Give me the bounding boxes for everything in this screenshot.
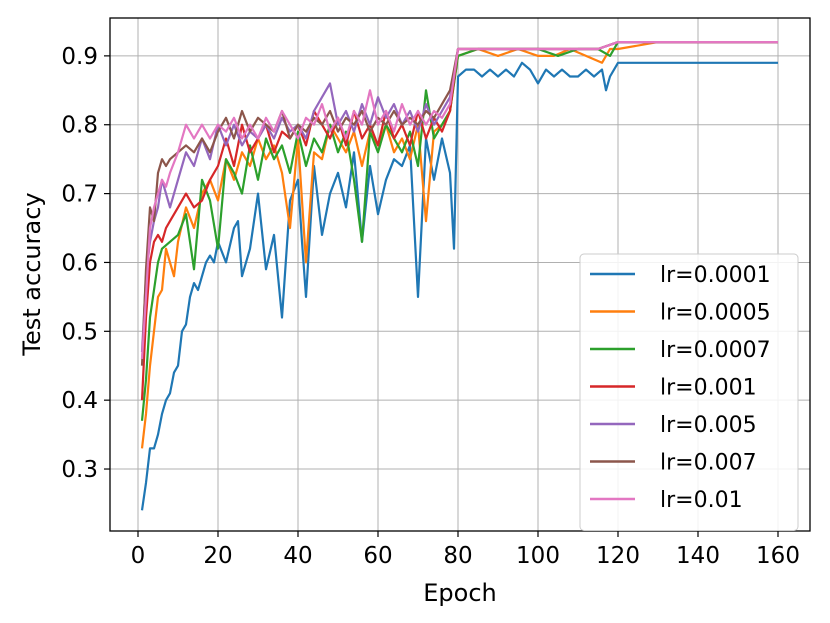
legend-label-2: lr=0.0007 [660,338,771,363]
series-line-0 [140,61,778,511]
y-tick-label: 0.3 [61,457,98,483]
x-tick-label: 40 [283,543,312,569]
y-axis-label: Test accuracy [18,192,46,356]
axis-ticks: 0 20 40 60 80 100 120 140 160 0.3 0.4 0.5 0.6 0.7 0.8 0… [61,44,800,569]
series-line-6 [140,40,778,359]
x-tick-label: 120 [596,543,640,569]
x-tick-label: 20 [203,543,232,569]
legend: lr=0.0001 lr=0.0005 lr=0.0007 lr=0.001 lr=0.… [579,253,799,531]
y-tick-label: 0.5 [61,319,98,345]
y-tick-label: 0.4 [61,388,98,414]
legend-label-4: lr=0.005 [660,413,757,438]
x-tick-label: 0 [131,543,146,569]
plot-frame [109,17,811,532]
legend-label-1: lr=0.0005 [660,301,771,326]
x-tick-label: 80 [443,543,472,569]
x-tick-label: 160 [756,543,800,569]
legend-label-3: lr=0.001 [660,376,757,401]
x-tick-label: 100 [516,543,560,569]
y-tick-label: 0.8 [61,113,98,139]
y-tick-label: 0.6 [61,250,98,276]
x-tick-label: 140 [676,543,720,569]
legend-label-5: lr=0.007 [660,451,757,476]
y-tick-label: 0.9 [61,44,98,70]
legend-label-6: lr=0.01 [660,488,743,513]
x-axis-label: Epoch [423,579,497,607]
x-tick-label: 60 [363,543,392,569]
series-layer [140,40,778,511]
y-tick-label: 0.7 [61,182,98,208]
legend-label-0: lr=0.0001 [660,263,771,288]
